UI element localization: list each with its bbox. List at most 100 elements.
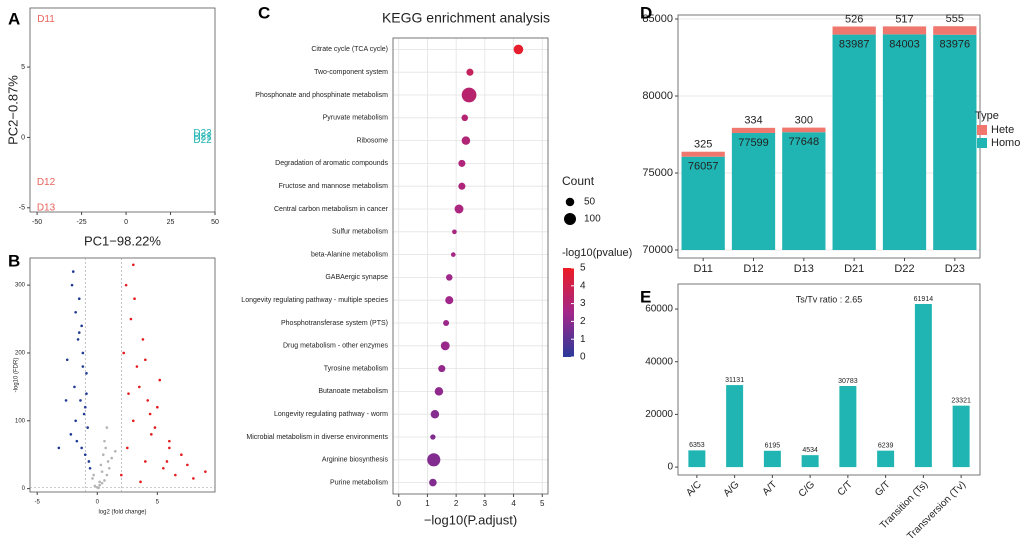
bar-segment — [681, 156, 725, 250]
point — [100, 470, 104, 473]
y-tick-label: Arginine biosynthesis — [322, 457, 389, 464]
y-axis-title: PC2−0.87% — [5, 75, 20, 145]
bar — [763, 450, 781, 468]
legend-label: 100 — [584, 214, 601, 225]
y-tick-label: Longevity regulating pathway - worm — [274, 411, 388, 418]
point — [70, 283, 74, 287]
point — [77, 297, 81, 300]
bubble — [443, 320, 450, 326]
bubble — [440, 341, 450, 351]
point — [92, 473, 95, 477]
point — [180, 453, 183, 456]
x-tick-label: D13 — [794, 263, 814, 275]
bar-segment — [882, 34, 927, 250]
y-tick-label: 200 — [15, 351, 26, 357]
point — [103, 439, 106, 443]
bubble — [427, 453, 441, 467]
colorbar — [563, 268, 574, 357]
bar — [914, 303, 932, 468]
chart-title: KEGG enrichment analysis — [382, 10, 550, 26]
value-label: 555 — [946, 13, 964, 25]
point — [103, 479, 106, 482]
bubble — [454, 204, 464, 214]
y-tick-label: 0 — [667, 462, 673, 473]
y-tick-label: beta-Alanine metabolism — [311, 251, 388, 258]
point — [174, 473, 177, 477]
point — [138, 385, 141, 389]
y-tick-label: Butanoate metabolism — [318, 388, 388, 395]
x-tick-label: 1 — [425, 499, 430, 508]
point — [106, 460, 110, 463]
bar — [726, 385, 744, 468]
colorbar-label: 1 — [580, 334, 586, 345]
y-tick-label: Microbial metabolism in diverse environm… — [246, 434, 388, 441]
x-axis-title: −log10(P.adjust) — [424, 512, 517, 527]
bar-segment — [882, 26, 927, 35]
value-label: 30783 — [838, 378, 858, 385]
annotation: Ts/Tv ratio : 2.65 — [796, 294, 863, 304]
x-tick-label: A/T — [761, 479, 780, 498]
bubble — [450, 252, 456, 257]
y-tick-label: Tyrosine metabolism — [324, 365, 388, 372]
point — [132, 263, 135, 267]
point — [133, 297, 136, 300]
bubble — [452, 229, 457, 235]
point — [110, 456, 113, 460]
x-tick-label: 0 — [124, 219, 128, 226]
point — [126, 446, 129, 450]
point — [144, 358, 147, 362]
x-tick-label: 5 — [540, 499, 545, 508]
point — [148, 412, 152, 416]
bar-segment — [782, 127, 826, 133]
bubble — [438, 365, 446, 373]
legend-size-key — [564, 213, 576, 225]
point — [168, 446, 171, 450]
y-tick-label: Central carbon metabolism in cancer — [274, 206, 389, 213]
point — [83, 453, 87, 456]
bubble — [445, 296, 454, 305]
point — [80, 446, 83, 450]
x-tick-label: 3 — [483, 499, 488, 508]
point — [139, 480, 142, 484]
point — [81, 351, 85, 355]
panel-label: C — [258, 3, 270, 22]
bar — [952, 405, 970, 468]
x-tick-label: 4 — [511, 499, 516, 508]
x-axis-title: log2 (fold change) — [98, 510, 146, 516]
y-tick-label: Degradation of aromatic compounds — [275, 160, 388, 167]
point — [91, 477, 94, 480]
point — [105, 426, 109, 429]
point — [93, 484, 97, 488]
point — [122, 351, 126, 355]
y-tick-label: 0 — [21, 134, 25, 141]
point-label: D12 — [37, 177, 56, 188]
point — [85, 392, 88, 395]
point — [135, 365, 139, 368]
panel-label: A — [8, 9, 20, 28]
legend-title: Count — [562, 174, 595, 188]
value-label: 77648 — [789, 136, 820, 148]
value-label: 6239 — [878, 443, 894, 450]
x-tick-label: 0 — [397, 499, 402, 508]
value-label: 526 — [845, 13, 863, 25]
point — [79, 399, 82, 402]
point — [204, 470, 207, 473]
bubble — [434, 387, 444, 396]
point — [76, 338, 80, 341]
point — [86, 426, 89, 429]
point — [150, 433, 153, 436]
y-tick-label: 0 — [22, 486, 26, 492]
point — [98, 480, 101, 484]
point — [74, 419, 77, 423]
value-label: 517 — [895, 13, 913, 25]
point — [80, 324, 83, 328]
x-tick-label: A/G — [722, 479, 742, 499]
plot-frame — [392, 37, 549, 495]
y-tick-label: 300 — [15, 283, 26, 289]
x-tick-label: D22 — [894, 263, 914, 275]
y-tick-label: Longevity regulating pathway - multiple … — [241, 297, 388, 304]
y-tick-label: Phosphotransferase system (PTS) — [281, 320, 388, 327]
y-tick-label: Phosphonate and phosphinate metabolism — [255, 92, 388, 99]
bar-segment — [731, 132, 776, 250]
point — [77, 331, 81, 334]
